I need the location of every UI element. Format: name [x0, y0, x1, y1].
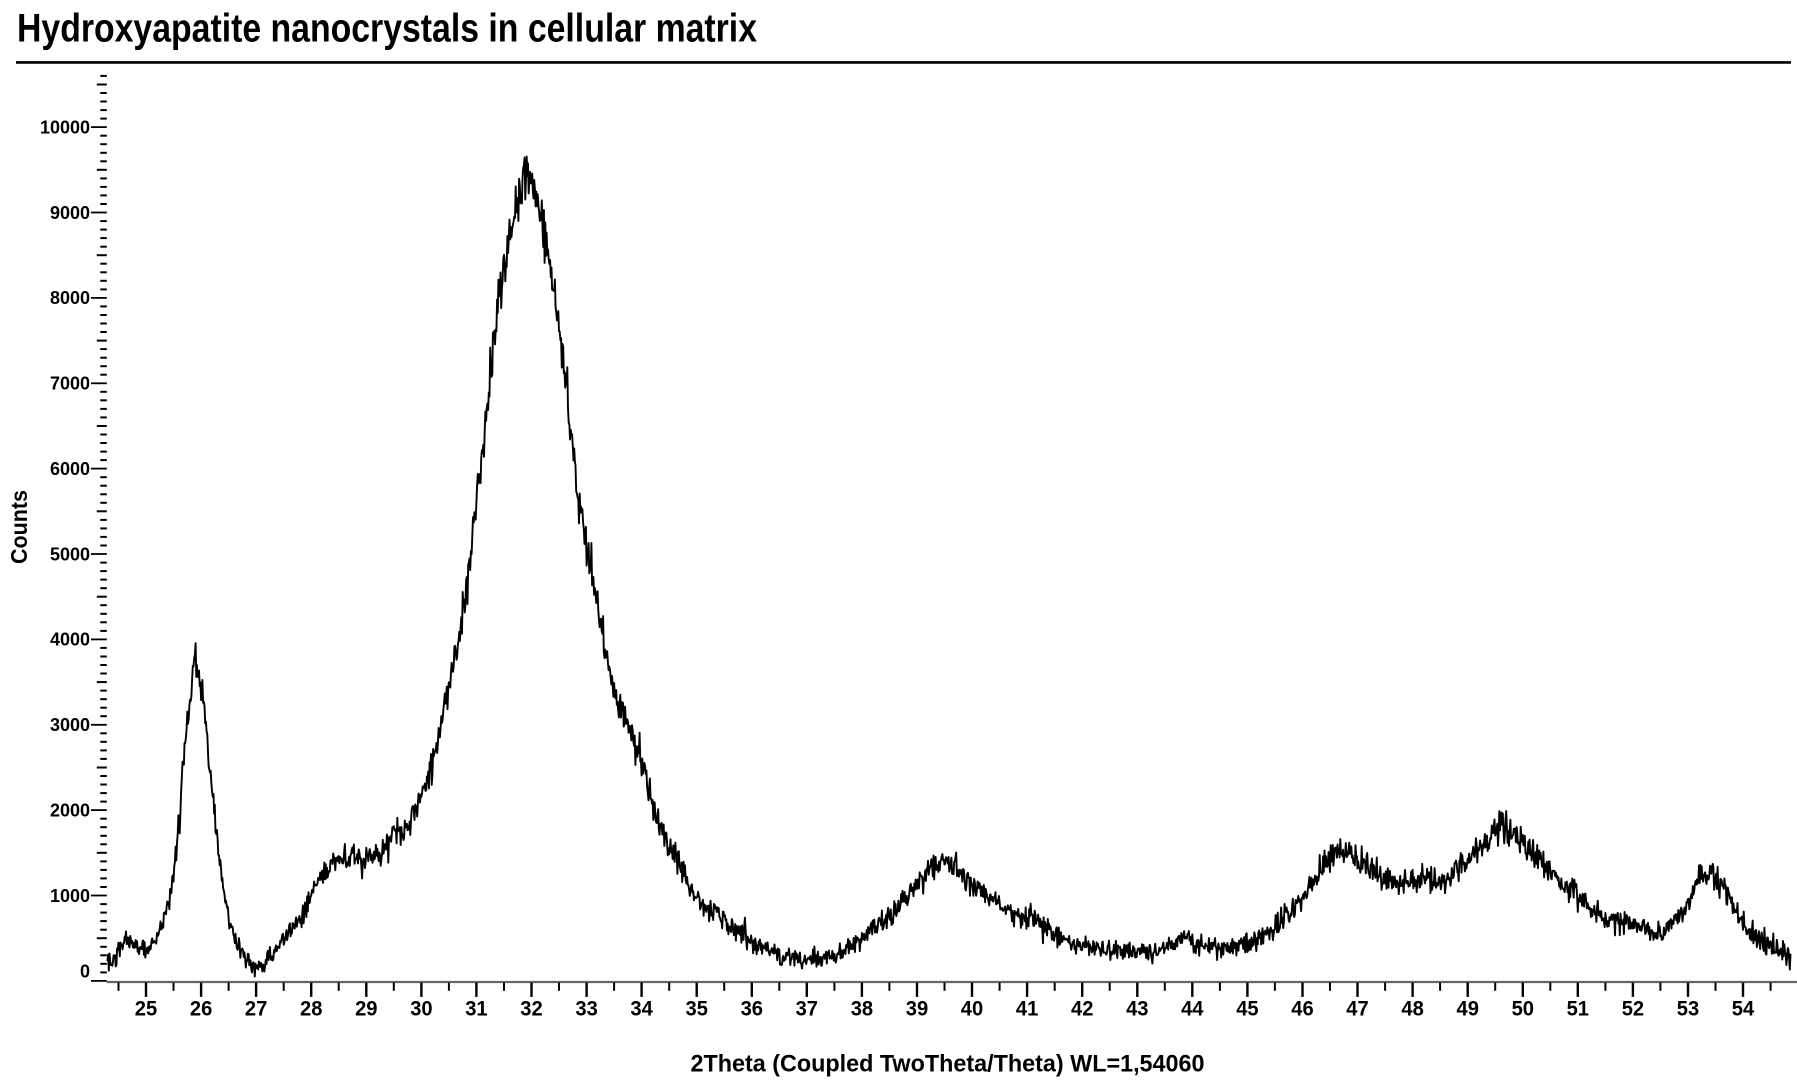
svg-text:9000: 9000 — [50, 203, 90, 223]
svg-text:25: 25 — [135, 997, 158, 1020]
svg-text:6000: 6000 — [50, 459, 90, 479]
svg-text:51: 51 — [1567, 997, 1590, 1020]
svg-text:5000: 5000 — [50, 544, 90, 564]
svg-text:38: 38 — [851, 997, 874, 1020]
svg-text:28: 28 — [300, 997, 323, 1020]
svg-text:Hydroxyapatite nanocrystals in: Hydroxyapatite nanocrystals in cellular … — [17, 7, 757, 51]
svg-text:1000: 1000 — [50, 886, 90, 906]
svg-text:44: 44 — [1181, 997, 1204, 1020]
svg-text:54: 54 — [1732, 997, 1755, 1020]
svg-text:33: 33 — [575, 997, 597, 1020]
svg-text:31: 31 — [465, 997, 488, 1020]
svg-text:10000: 10000 — [40, 117, 90, 137]
svg-text:39: 39 — [906, 997, 928, 1020]
svg-text:29: 29 — [355, 997, 377, 1020]
svg-text:8000: 8000 — [50, 288, 90, 308]
svg-text:2000: 2000 — [50, 800, 90, 820]
svg-text:27: 27 — [245, 997, 267, 1020]
svg-text:36: 36 — [741, 997, 763, 1020]
svg-text:41: 41 — [1016, 997, 1039, 1020]
svg-text:34: 34 — [630, 997, 653, 1020]
svg-text:4000: 4000 — [50, 630, 90, 650]
svg-text:42: 42 — [1071, 997, 1093, 1020]
svg-text:3000: 3000 — [50, 715, 90, 735]
svg-text:26: 26 — [190, 997, 212, 1020]
svg-text:30: 30 — [410, 997, 432, 1020]
svg-text:47: 47 — [1346, 997, 1368, 1020]
svg-text:2Theta (Coupled TwoTheta/Theta: 2Theta (Coupled TwoTheta/Theta) WL=1,540… — [691, 1050, 1205, 1077]
svg-text:52: 52 — [1622, 997, 1644, 1020]
svg-text:49: 49 — [1457, 997, 1479, 1020]
svg-text:48: 48 — [1401, 997, 1424, 1020]
svg-text:45: 45 — [1236, 997, 1259, 1020]
svg-text:40: 40 — [961, 997, 983, 1020]
svg-text:Counts: Counts — [6, 490, 32, 564]
svg-text:46: 46 — [1291, 997, 1313, 1020]
svg-text:7000: 7000 — [50, 374, 90, 394]
svg-text:32: 32 — [520, 997, 542, 1020]
svg-text:37: 37 — [796, 997, 818, 1020]
svg-text:43: 43 — [1126, 997, 1148, 1020]
svg-text:53: 53 — [1677, 997, 1699, 1020]
svg-text:50: 50 — [1512, 997, 1534, 1020]
svg-text:35: 35 — [686, 997, 709, 1020]
svg-text:0: 0 — [80, 962, 90, 982]
